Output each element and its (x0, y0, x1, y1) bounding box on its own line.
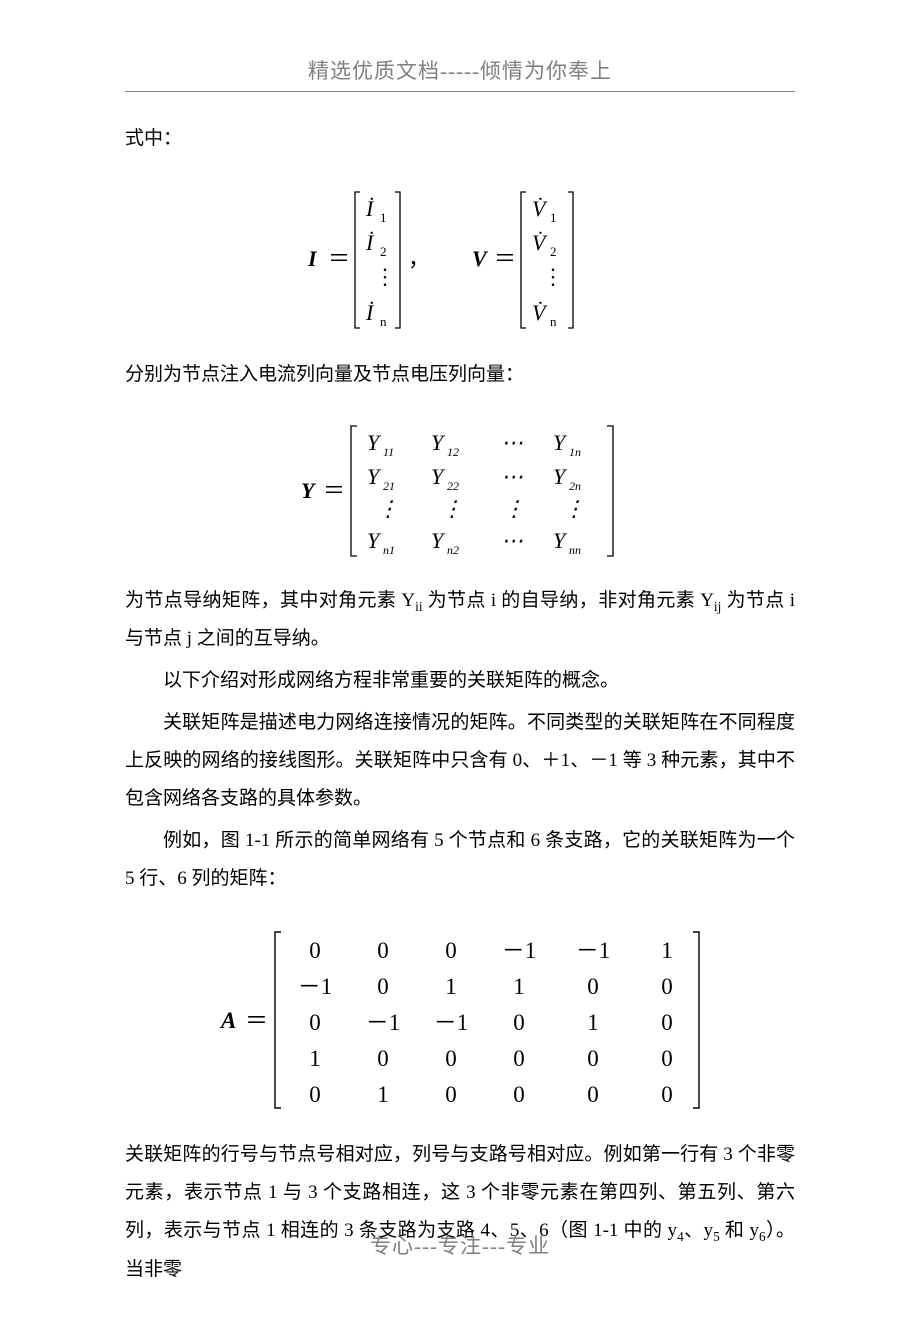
paragraph-1: 式中： (125, 120, 795, 158)
svg-text:⋮: ⋮ (563, 496, 585, 521)
svg-text:0: 0 (377, 938, 389, 963)
svg-text:1: 1 (513, 974, 525, 999)
svg-text:⋮: ⋮ (377, 496, 399, 521)
svg-text:1: 1 (661, 938, 673, 963)
svg-text:Y: Y (367, 430, 382, 455)
svg-text:2n: 2n (569, 479, 581, 493)
svg-text:，: ， (408, 246, 430, 271)
page-header: 精选优质文档-----倾情为你奉上 (125, 55, 795, 85)
svg-text:⋮: ⋮ (503, 496, 525, 521)
svg-text:0: 0 (309, 1082, 321, 1107)
svg-text:A: A (219, 1008, 236, 1033)
svg-text:1: 1 (380, 210, 387, 225)
svg-text:İ: İ (365, 196, 375, 221)
svg-text:⋮: ⋮ (542, 264, 564, 289)
page-footer: 专心---专注---专业 (0, 1230, 920, 1260)
svg-text:0: 0 (445, 1046, 457, 1071)
svg-text:⋯: ⋯ (501, 528, 523, 553)
svg-text:V: V (472, 246, 489, 271)
svg-text:0: 0 (445, 1082, 457, 1107)
svg-text:－1: －1 (576, 938, 611, 963)
paragraph-2: 分别为节点注入电流列向量及节点电压列向量： (125, 356, 795, 394)
svg-text:Y: Y (431, 528, 446, 553)
svg-text:n2: n2 (447, 543, 459, 557)
svg-text:Y: Y (553, 464, 568, 489)
svg-text:11: 11 (383, 445, 394, 459)
svg-text:＝: ＝ (494, 246, 516, 271)
svg-text:－1: －1 (298, 974, 333, 999)
svg-text:⋯: ⋯ (501, 430, 523, 455)
svg-text:Y: Y (367, 528, 382, 553)
svg-text:0: 0 (587, 1046, 599, 1071)
paragraph-5: 关联矩阵是描述电力网络连接情况的矩阵。不同类型的关联矩阵在不同程度上反映的网络的… (125, 704, 795, 818)
svg-text:1: 1 (587, 1010, 599, 1035)
svg-text:n1: n1 (383, 543, 395, 557)
svg-text:⋯: ⋯ (501, 464, 523, 489)
sub-ii: ii (415, 599, 422, 614)
svg-text:Y: Y (431, 430, 446, 455)
header-rule (125, 91, 795, 92)
svg-text:0: 0 (661, 1082, 673, 1107)
svg-text:0: 0 (377, 974, 389, 999)
svg-text:－1: －1 (502, 938, 537, 963)
svg-text:1n: 1n (569, 445, 581, 459)
svg-text:0: 0 (309, 1010, 321, 1035)
svg-text:＝: ＝ (328, 246, 350, 271)
paragraph-4: 以下介绍对形成网络方程非常重要的关联矩阵的概念。 (125, 662, 795, 700)
equation-2: Y ＝ Y11 Y12 ⋯ Y1n Y21 Y22 ⋯ Y2n ⋮ ⋮ (125, 416, 795, 566)
svg-text:0: 0 (661, 974, 673, 999)
svg-text:0: 0 (587, 974, 599, 999)
svg-text:0: 0 (309, 938, 321, 963)
paragraph-6: 例如，图 1-1 所示的简单网络有 5 个节点和 6 条支路，它的关联矩阵为一个… (125, 822, 795, 898)
svg-text:－1: －1 (366, 1010, 401, 1035)
svg-text:2: 2 (550, 244, 557, 259)
svg-text:n: n (380, 314, 387, 329)
svg-text:n: n (550, 314, 557, 329)
svg-text:0: 0 (587, 1082, 599, 1107)
svg-text:⋮: ⋮ (374, 264, 396, 289)
svg-text:＝: ＝ (323, 478, 345, 503)
svg-text:0: 0 (445, 938, 457, 963)
svg-text:I: I (307, 246, 318, 271)
paragraph-3: 为节点导纳矩阵，其中对角元素 Yii 为节点 i 的自导纳，非对角元素 Yij … (125, 582, 795, 658)
svg-text:Y: Y (431, 464, 446, 489)
svg-text:V̇: V̇ (532, 300, 548, 325)
svg-text:22: 22 (447, 479, 459, 493)
svg-text:0: 0 (661, 1046, 673, 1071)
svg-text:İ: İ (365, 300, 375, 325)
svg-text:2: 2 (380, 244, 387, 259)
eq3-svg: A ＝ 0 0 0 －1 －1 1 －1 0 1 1 0 0 0 －1 －1 0 1 0 1 0 0 0 0 0 0 1 0… (215, 920, 705, 1120)
svg-text:＝: ＝ (245, 1008, 268, 1033)
paragraph-7: 关联矩阵的行号与节点号相对应，列号与支路号相对应。例如第一行有 3 个非零元素，… (125, 1136, 795, 1288)
eq2-svg: Y ＝ Y11 Y12 ⋯ Y1n Y21 Y22 ⋯ Y2n ⋮ ⋮ (295, 416, 625, 566)
svg-text:⋮: ⋮ (441, 496, 463, 521)
p3-text-b: 为节点 i 的自导纳，非对角元素 Y (423, 590, 714, 611)
svg-text:1: 1 (309, 1046, 321, 1071)
svg-text:Y: Y (553, 430, 568, 455)
svg-text:0: 0 (661, 1010, 673, 1035)
eq1-svg: I ＝ İ1 İ2 ⋮ İn ， V ＝ V̇1 V̇2 ⋮ V̇n (300, 180, 620, 340)
svg-text:0: 0 (513, 1082, 525, 1107)
svg-text:0: 0 (513, 1010, 525, 1035)
p3-text-a: 为节点导纳矩阵，其中对角元素 Y (125, 590, 415, 611)
document-body: 式中： I ＝ İ1 İ2 ⋮ İn ， V ＝ V̇1 V̇2 ⋮ (125, 120, 795, 1289)
svg-text:1: 1 (445, 974, 457, 999)
svg-text:12: 12 (447, 445, 459, 459)
svg-text:Y: Y (301, 478, 317, 503)
equation-3: A ＝ 0 0 0 －1 －1 1 －1 0 1 1 0 0 0 －1 －1 0 1 0 1 0 0 0 0 0 0 1 0… (125, 920, 795, 1120)
svg-text:Y: Y (553, 528, 568, 553)
equation-1: I ＝ İ1 İ2 ⋮ İn ， V ＝ V̇1 V̇2 ⋮ V̇n (125, 180, 795, 340)
svg-text:0: 0 (513, 1046, 525, 1071)
svg-text:1: 1 (377, 1082, 389, 1107)
svg-text:V̇: V̇ (532, 230, 548, 255)
svg-text:－1: －1 (434, 1010, 469, 1035)
svg-text:İ: İ (365, 230, 375, 255)
svg-text:Y: Y (367, 464, 382, 489)
svg-text:21: 21 (383, 479, 395, 493)
svg-text:1: 1 (550, 210, 557, 225)
svg-text:0: 0 (377, 1046, 389, 1071)
svg-text:V̇: V̇ (532, 196, 548, 221)
svg-text:nn: nn (569, 543, 581, 557)
